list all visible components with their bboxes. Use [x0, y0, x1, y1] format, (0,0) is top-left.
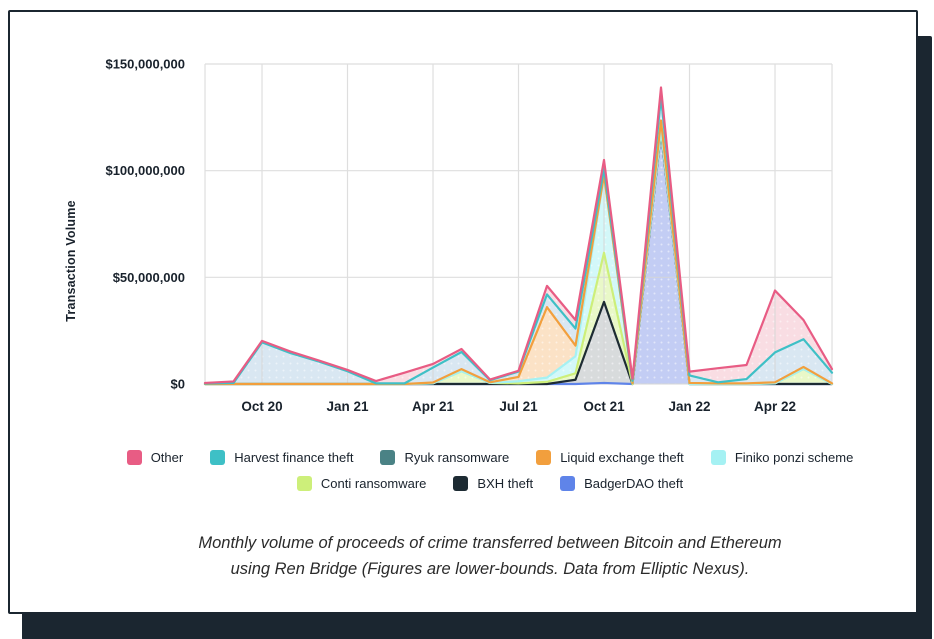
- legend-swatch: [453, 476, 469, 491]
- legend-label: Ryuk ransomware: [404, 450, 510, 465]
- y-tick-label: $100,000,000: [105, 163, 185, 178]
- legend-item[interactable]: Ryuk ransomware: [380, 450, 509, 465]
- x-tick-label: Jan 21: [326, 399, 369, 414]
- chart-caption: Monthly volume of proceeds of crime tran…: [64, 531, 916, 582]
- chart-card: Transaction Volume $0 $50,000,000 $100,000…: [8, 10, 918, 614]
- x-tick-label: Oct 20: [241, 399, 282, 414]
- legend-item[interactable]: BadgerDAO theft: [560, 476, 683, 491]
- y-tick-label: $0: [171, 377, 185, 392]
- legend-label: Other: [150, 450, 184, 465]
- legend-item[interactable]: Other: [126, 450, 184, 465]
- x-tick-label: Apr 21: [412, 399, 455, 414]
- legend-swatch: [126, 450, 142, 465]
- legend-row-2: Conti ransomware BXH theft BadgerDAO theft: [296, 476, 683, 491]
- legend-item[interactable]: Liquid exchange theft: [536, 450, 684, 465]
- legend-swatch: [210, 450, 226, 465]
- legend-row-1: Other Harvest finance theft Ryuk ransomwar…: [126, 450, 854, 465]
- x-tick-label: Jul 21: [499, 399, 538, 414]
- caption-line-1: Monthly volume of proceeds of crime tran…: [198, 534, 782, 552]
- caption-line-2: using Ren Bridge (Figures are lower-boun…: [230, 559, 750, 578]
- y-tick-label: $50,000,000: [113, 270, 185, 285]
- legend-label: Liquid exchange theft: [560, 450, 684, 465]
- legend-label: BXH theft: [477, 476, 534, 491]
- legend-swatch: [296, 476, 312, 491]
- legend-item[interactable]: Finiko ponzi scheme: [710, 450, 854, 465]
- chart-canvas: $0 $50,000,000 $100,000,000 $150,000,000 Oct…: [105, 57, 834, 414]
- chart-area: Transaction Volume $0 $50,000,000 $100,000…: [35, 45, 845, 450]
- y-axis-title: Transaction Volume: [64, 200, 78, 322]
- legend-swatch: [380, 450, 396, 465]
- chart-footer: Other Harvest finance theft Ryuk ransomwar…: [10, 450, 916, 582]
- legend-label: Finiko ponzi scheme: [734, 450, 854, 465]
- legend-item[interactable]: BXH theft: [453, 476, 533, 491]
- x-tick-label: Oct 21: [583, 399, 625, 414]
- legend-item[interactable]: Conti ransomware: [296, 476, 427, 491]
- x-tick-label: Apr 22: [754, 399, 796, 414]
- legend-item[interactable]: Harvest finance theft: [210, 450, 353, 465]
- legend-swatch: [560, 476, 576, 491]
- legend-label: Conti ransomware: [320, 476, 427, 491]
- line-liquid: [203, 119, 834, 386]
- legend-label: Harvest finance theft: [234, 450, 354, 465]
- legend-label: BadgerDAO theft: [584, 476, 684, 491]
- legend-swatch: [536, 450, 552, 465]
- line-other: [203, 86, 834, 385]
- legend: Other Harvest finance theft Ryuk ransomwar…: [64, 450, 916, 491]
- x-tick-label: Jan 22: [668, 399, 710, 414]
- series-lines: [203, 86, 834, 386]
- legend-swatch: [710, 450, 726, 465]
- y-tick-label: $150,000,000: [105, 57, 185, 72]
